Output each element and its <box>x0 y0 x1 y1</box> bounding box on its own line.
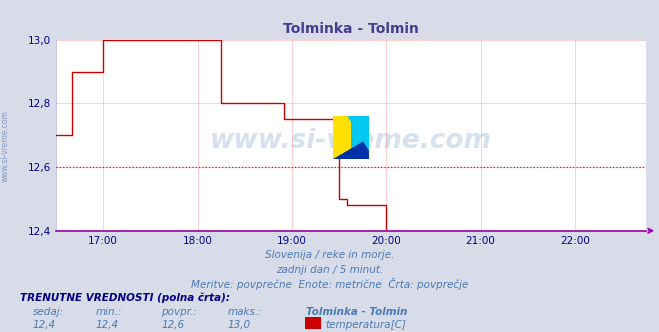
Text: www.si-vreme.com: www.si-vreme.com <box>1 110 10 182</box>
Text: Slovenija / reke in morje.: Slovenija / reke in morje. <box>265 250 394 260</box>
Text: www.si-vreme.com: www.si-vreme.com <box>210 128 492 154</box>
Polygon shape <box>333 138 369 159</box>
Text: Tolminka - Tolmin: Tolminka - Tolmin <box>306 307 408 317</box>
Polygon shape <box>347 116 369 151</box>
Bar <box>333 116 351 159</box>
Text: 12,6: 12,6 <box>161 320 185 330</box>
Text: TRENUTNE VREDNOSTI (polna črta):: TRENUTNE VREDNOSTI (polna črta): <box>20 293 230 303</box>
Text: sedaj:: sedaj: <box>33 307 64 317</box>
Text: temperatura[C]: temperatura[C] <box>325 320 406 330</box>
Text: 12,4: 12,4 <box>33 320 56 330</box>
Text: min.:: min.: <box>96 307 122 317</box>
Text: zadnji dan / 5 minut.: zadnji dan / 5 minut. <box>276 265 383 275</box>
Title: Tolminka - Tolmin: Tolminka - Tolmin <box>283 22 419 36</box>
Text: Meritve: povprečne  Enote: metrične  Črta: povprečje: Meritve: povprečne Enote: metrične Črta:… <box>191 278 468 290</box>
Text: maks.:: maks.: <box>227 307 262 317</box>
Bar <box>351 116 369 159</box>
Text: 12,4: 12,4 <box>96 320 119 330</box>
Text: povpr.:: povpr.: <box>161 307 197 317</box>
Text: 13,0: 13,0 <box>227 320 250 330</box>
